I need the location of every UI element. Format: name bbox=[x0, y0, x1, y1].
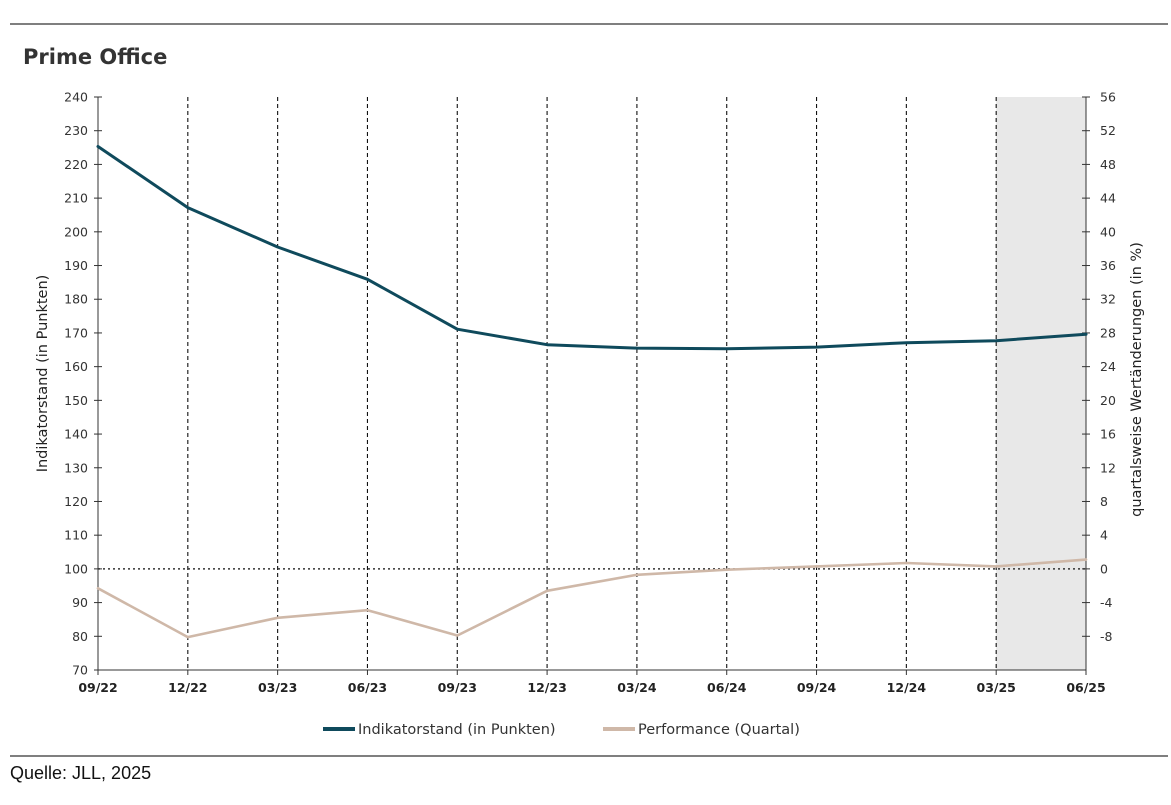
data-point bbox=[725, 568, 728, 571]
x-tick-label: 09/23 bbox=[438, 680, 477, 695]
data-point bbox=[994, 565, 998, 568]
shaded-region bbox=[996, 97, 1086, 670]
y-left-tick-label: 120 bbox=[64, 494, 88, 509]
data-point bbox=[456, 328, 459, 331]
data-point bbox=[994, 339, 998, 342]
y-right-tick-label: 56 bbox=[1100, 90, 1116, 105]
data-point bbox=[905, 561, 908, 565]
x-tick-label: 06/24 bbox=[707, 680, 747, 695]
y-left-tick-label: 150 bbox=[64, 393, 88, 408]
y-right-tick-label: 24 bbox=[1100, 359, 1116, 374]
y-left-tick-label: 240 bbox=[64, 90, 88, 105]
x-tick-label: 09/24 bbox=[797, 680, 837, 695]
data-point bbox=[456, 634, 459, 637]
data-point bbox=[366, 608, 369, 612]
x-tick-label: 12/22 bbox=[168, 680, 207, 695]
y-left-tick-label: 90 bbox=[72, 595, 88, 610]
data-point bbox=[815, 565, 818, 568]
y-right-tick-label: 40 bbox=[1100, 224, 1116, 239]
series-line-indikatorstand bbox=[96, 145, 1088, 351]
y-right-tick-label: 16 bbox=[1100, 427, 1116, 442]
y-right-tick-label: 52 bbox=[1100, 123, 1116, 138]
data-point bbox=[186, 635, 190, 639]
y-left-tick-label: 140 bbox=[64, 427, 88, 442]
y-right-axis-title: quartalsweise Wertänderungen (in %) bbox=[1129, 242, 1145, 517]
chart-title: Prime Office bbox=[23, 45, 167, 69]
y-left-tick-label: 210 bbox=[64, 191, 88, 206]
y-left-tick-label: 130 bbox=[64, 460, 88, 475]
legend-label: Indikatorstand (in Punkten) bbox=[358, 722, 556, 738]
y-right-tick-label: 44 bbox=[1100, 191, 1116, 206]
data-point bbox=[1084, 558, 1088, 561]
y-left-tick-label: 160 bbox=[64, 359, 88, 374]
data-point bbox=[545, 343, 549, 346]
y-right-tick-label: 12 bbox=[1100, 460, 1116, 475]
y-left-tick-label: 80 bbox=[72, 629, 88, 644]
data-point bbox=[545, 589, 549, 592]
y-right-tick-label: 48 bbox=[1100, 157, 1116, 172]
data-point bbox=[96, 587, 100, 590]
y-right-tick-label: 36 bbox=[1100, 258, 1116, 273]
y-left-tick-label: 100 bbox=[64, 561, 88, 576]
y-right-tick-label: -8 bbox=[1100, 629, 1113, 644]
y-right-tick-label: 32 bbox=[1100, 292, 1116, 307]
y-right-tick-label: 28 bbox=[1100, 325, 1116, 340]
x-tick-label: 06/23 bbox=[348, 680, 387, 695]
data-point bbox=[366, 278, 369, 281]
x-tick-label: 06/25 bbox=[1066, 680, 1105, 695]
x-tick-label: 03/23 bbox=[258, 680, 297, 695]
data-point bbox=[276, 245, 279, 249]
x-tick-label: 12/23 bbox=[527, 680, 566, 695]
y-left-tick-label: 180 bbox=[64, 292, 88, 307]
y-left-tick-label: 230 bbox=[64, 123, 88, 138]
data-point bbox=[1084, 333, 1088, 336]
x-tick-label: 03/25 bbox=[977, 680, 1016, 695]
data-point bbox=[635, 573, 639, 576]
y-right-tick-label: 8 bbox=[1100, 494, 1108, 509]
x-tick-label: 09/22 bbox=[78, 680, 117, 695]
data-point bbox=[725, 347, 728, 350]
legend-label: Performance (Quartal) bbox=[638, 722, 800, 738]
x-tick-label: 12/24 bbox=[887, 680, 927, 695]
source-note: Quelle: JLL, 2025 bbox=[10, 763, 151, 783]
data-point bbox=[635, 346, 639, 350]
data-point bbox=[186, 206, 190, 209]
plot-area: 7080901001101201301401501601701801902002… bbox=[35, 90, 1145, 696]
y-right-tick-label: 4 bbox=[1100, 528, 1108, 543]
y-left-tick-label: 170 bbox=[64, 325, 88, 340]
data-point bbox=[815, 345, 818, 349]
x-tick-label: 03/24 bbox=[617, 680, 657, 695]
y-right-tick-label: -4 bbox=[1100, 595, 1113, 610]
legend: Indikatorstand (in Punkten) Performance (… bbox=[323, 722, 800, 738]
y-left-tick-label: 220 bbox=[64, 157, 88, 172]
y-left-tick-label: 190 bbox=[64, 258, 88, 273]
series-line-performance bbox=[96, 558, 1088, 639]
y-left-tick-label: 110 bbox=[64, 528, 88, 543]
y-right-tick-label: 0 bbox=[1100, 561, 1108, 576]
y-left-tick-label: 70 bbox=[72, 663, 88, 678]
y-left-tick-label: 200 bbox=[64, 224, 88, 239]
data-point bbox=[96, 145, 100, 148]
data-point bbox=[905, 341, 908, 344]
y-left-axis-title: Indikatorstand (in Punkten) bbox=[35, 275, 51, 473]
data-point bbox=[276, 616, 279, 619]
y-right-tick-label: 20 bbox=[1100, 393, 1116, 408]
